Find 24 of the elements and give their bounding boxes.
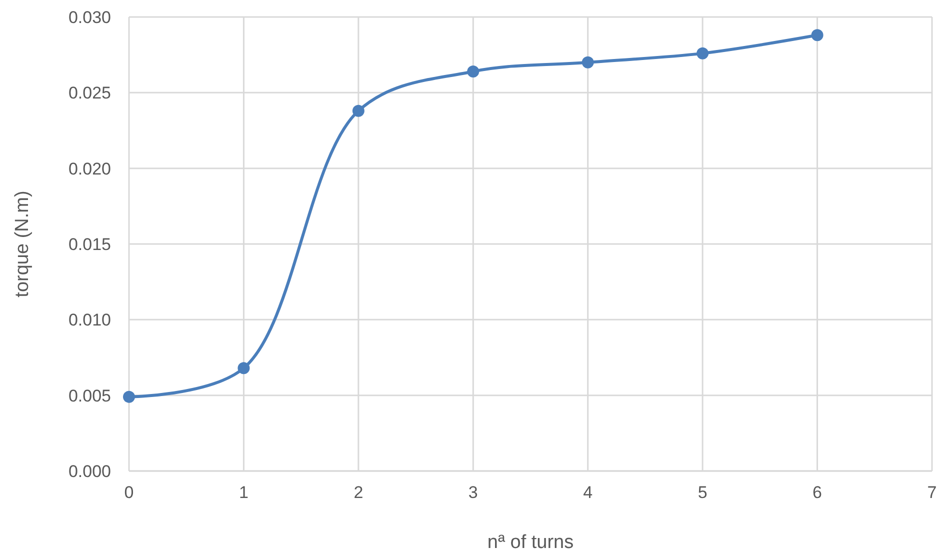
point: [582, 56, 594, 68]
x-tick-label: 1: [238, 483, 248, 502]
point: [696, 47, 709, 60]
x-tick-label: 3: [468, 483, 478, 502]
point: [352, 104, 364, 117]
x-tick-label: 2: [354, 483, 364, 502]
y-tick-label: 0.005: [68, 386, 111, 406]
x-tick-label: 4: [583, 483, 593, 502]
y-tick-label: 0.025: [68, 84, 111, 103]
y-axis-title: torque (N.m): [12, 190, 33, 298]
point: [238, 362, 250, 374]
y-tick-label: 0.030: [68, 8, 111, 27]
x-tick-label: 6: [812, 483, 822, 502]
point: [811, 29, 824, 42]
x-tick-label: 0: [124, 483, 134, 502]
x-tick-label: 5: [698, 483, 708, 502]
y-tick-label: 0.020: [68, 159, 111, 178]
point: [467, 65, 480, 78]
y-tick-label: 0.000: [68, 462, 111, 481]
x-tick-label: 7: [927, 483, 937, 502]
y-tick-label: 0.015: [68, 234, 111, 254]
x-axis-title: nª of turns: [487, 532, 574, 553]
point: [123, 390, 135, 403]
y-tick-label: 0.010: [68, 310, 111, 330]
